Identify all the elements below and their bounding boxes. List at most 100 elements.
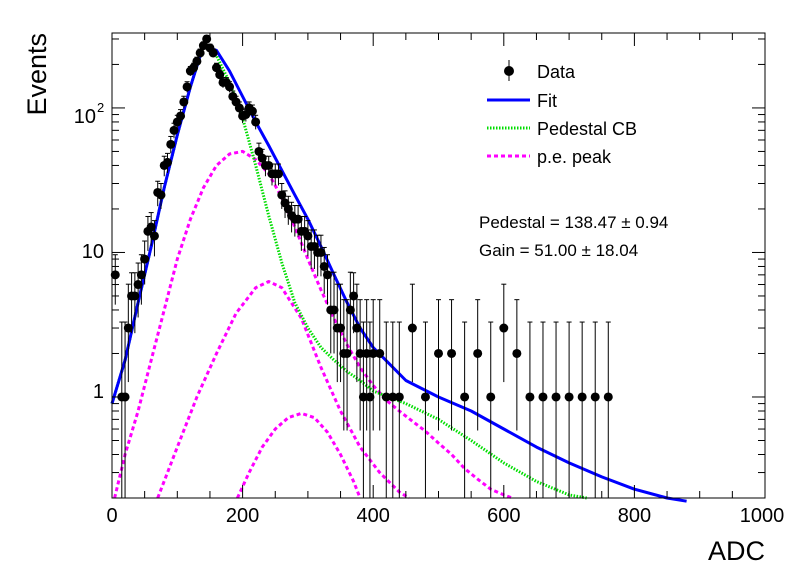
data-point (512, 299, 522, 431)
data-marker (473, 348, 483, 358)
data-point (603, 321, 613, 498)
data-points (110, 34, 613, 498)
data-point (394, 321, 404, 498)
data-marker (525, 392, 535, 402)
data-marker (136, 270, 146, 280)
data-marker (140, 254, 150, 264)
data-point (176, 109, 186, 124)
data-point (319, 246, 329, 294)
x-tick-label-800: 800 (618, 505, 651, 527)
x-tick-label-1000: 1000 (740, 505, 785, 527)
data-point (375, 299, 385, 431)
data-marker (277, 190, 287, 200)
legend-label-data: Data (537, 62, 576, 82)
data-point (349, 272, 359, 334)
data-point (447, 299, 457, 431)
data-marker (274, 169, 284, 179)
annotation-pedestal: Pedestal = 138.47 ± 0.94 (479, 213, 668, 232)
x-axis-title: ADC (708, 536, 765, 566)
data-marker (176, 111, 186, 121)
data-marker (603, 392, 613, 402)
data-point (460, 321, 470, 498)
data-marker (342, 348, 352, 358)
data-marker (365, 392, 375, 402)
annotation-gain: Gain = 51.00 ± 18.04 (479, 241, 638, 260)
y-tick-label-10: 10 (82, 241, 104, 263)
data-marker (362, 348, 372, 358)
data-point (192, 56, 202, 66)
data-point (234, 101, 244, 115)
data-point (123, 283, 133, 383)
data-marker (358, 392, 368, 402)
data-point (551, 321, 561, 498)
data-marker (368, 348, 378, 358)
data-marker (381, 392, 391, 402)
y-axis-title: Events (22, 33, 52, 116)
data-marker (316, 247, 326, 257)
data-marker (512, 348, 522, 358)
data-marker (336, 323, 346, 333)
data-point (208, 48, 218, 58)
data-marker (156, 190, 166, 200)
x-axis (111, 33, 766, 498)
data-marker (434, 348, 443, 358)
data-point (120, 321, 130, 498)
data-marker (163, 157, 173, 167)
pe-peak-1-line (113, 149, 513, 500)
data-point (368, 299, 378, 431)
data-marker (577, 392, 587, 402)
data-point (525, 321, 535, 498)
data-point (166, 135, 176, 154)
data-point (590, 321, 600, 498)
data-marker (407, 323, 417, 333)
y-tick-label-100: 10 (74, 106, 96, 128)
data-point (577, 321, 587, 498)
data-point (202, 34, 212, 44)
data-marker (130, 291, 140, 301)
data-marker (420, 392, 430, 402)
legend-label-pe-peak: p.e. peak (537, 147, 612, 167)
data-marker (375, 348, 385, 358)
data-marker (149, 231, 159, 241)
data-marker (551, 392, 561, 402)
data-point (499, 283, 509, 383)
legend: Data Fit Pedestal CB p.e. peak (487, 60, 637, 167)
data-point (140, 240, 150, 285)
data-marker (460, 392, 470, 402)
x-tick-label-0: 0 (106, 505, 117, 527)
pe-peak-2-line (156, 280, 410, 500)
data-marker (349, 291, 359, 301)
data-point (355, 299, 365, 431)
data-point (274, 163, 284, 186)
data-point (342, 299, 352, 431)
data-marker (169, 125, 179, 135)
data-marker (166, 139, 176, 149)
data-marker (319, 261, 329, 271)
data-point (434, 299, 443, 431)
fit-line (110, 44, 687, 503)
data-marker (499, 323, 509, 333)
data-marker (486, 392, 496, 402)
data-marker (179, 97, 189, 107)
data-marker (195, 48, 205, 58)
data-marker (590, 392, 600, 402)
legend-label-fit: Fit (537, 91, 557, 111)
data-marker (247, 106, 257, 116)
data-point (362, 299, 372, 431)
data-marker (355, 348, 365, 358)
y-tick-label-1: 1 (93, 381, 104, 403)
data-point (156, 183, 166, 209)
data-point (329, 271, 339, 354)
data-point (564, 321, 574, 498)
data-point (136, 254, 146, 305)
data-marker (447, 348, 457, 358)
data-point (538, 321, 548, 498)
data-point (407, 283, 417, 383)
data-point (420, 321, 430, 498)
data-marker (123, 323, 133, 333)
data-marker (388, 392, 398, 402)
data-marker (202, 34, 212, 44)
data-marker (538, 392, 548, 402)
